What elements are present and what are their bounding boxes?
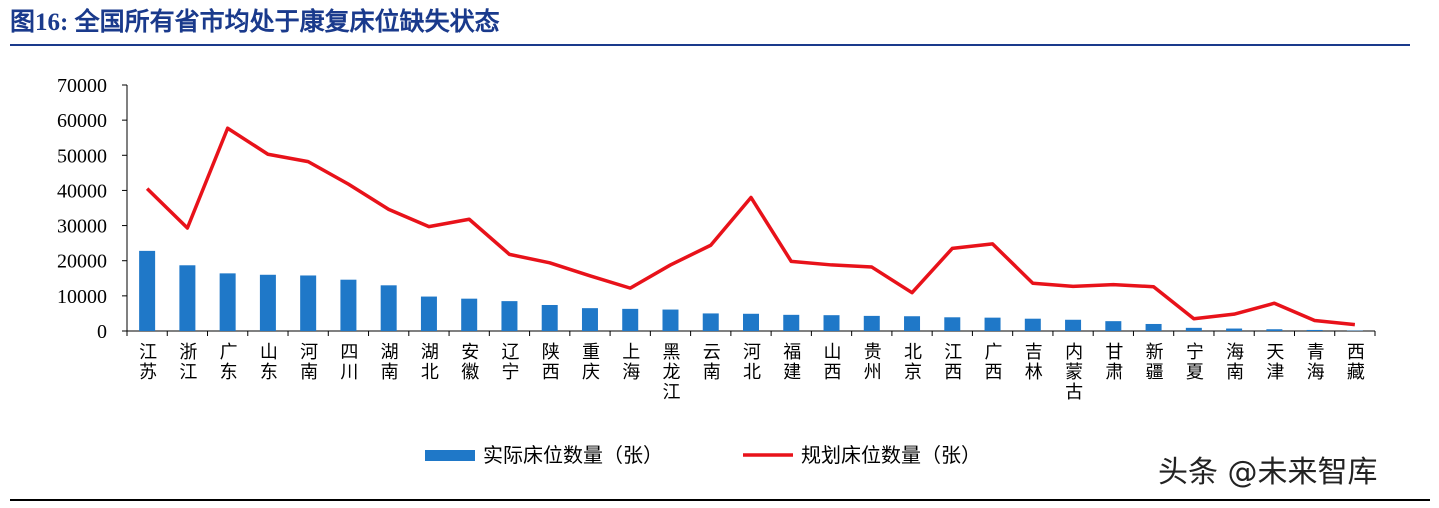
bar (380, 285, 397, 331)
x-tick-label: 湖南 (379, 342, 399, 382)
bar (501, 301, 518, 331)
legend-label: 实际床位数量（张） (483, 444, 663, 467)
x-tick-label: 天津 (1264, 342, 1284, 382)
y-tick-label: 50000 (57, 145, 107, 167)
bar (219, 273, 236, 331)
x-tick-label: 江西 (942, 342, 962, 382)
x-tick-label: 海南 (1224, 342, 1244, 382)
bar (300, 275, 317, 331)
y-tick-label: 60000 (57, 110, 107, 132)
bar (1226, 328, 1243, 331)
x-tick-label: 重庆 (580, 342, 600, 382)
bar (1065, 319, 1082, 331)
bar (622, 308, 639, 331)
x-tick-label: 新疆 (1144, 342, 1164, 382)
x-tick-label: 贵州 (862, 342, 882, 382)
x-tick-label: 福建 (781, 342, 801, 382)
bar (1266, 329, 1283, 331)
watermark: 头条 @未来智库 (1158, 455, 1378, 490)
bar (581, 308, 598, 331)
x-tick-label: 山东 (258, 342, 278, 382)
x-tick-label: 广东 (218, 342, 238, 382)
bar (904, 316, 921, 331)
bar (702, 313, 719, 331)
x-tick-label: 安徽 (459, 342, 479, 382)
x-tick-label: 云南 (701, 342, 721, 382)
y-tick-label: 30000 (57, 216, 107, 238)
y-tick-label: 10000 (57, 286, 107, 308)
bar (1105, 321, 1122, 331)
x-tick-label: 黑龙江 (660, 342, 680, 402)
x-tick-label: 四川 (338, 342, 358, 382)
bar (1185, 327, 1202, 331)
x-tick-label: 西藏 (1345, 342, 1365, 382)
y-tick-label: 20000 (57, 251, 107, 273)
bar (743, 313, 759, 331)
bar (420, 296, 437, 331)
x-tick-label: 青海 (1305, 342, 1325, 382)
x-tick-label: 内蒙古 (1063, 342, 1083, 402)
y-tick-label: 70000 (57, 75, 107, 97)
bar (179, 265, 196, 331)
line (145, 126, 1356, 327)
bar (1024, 318, 1041, 331)
bar (662, 309, 679, 331)
bar (541, 304, 558, 331)
x-tick-label: 山西 (822, 342, 842, 382)
x-tick-label: 辽宁 (499, 342, 519, 382)
x-tick-label: 宁夏 (1184, 342, 1204, 382)
bar (1145, 323, 1162, 331)
y-tick-label: 0 (97, 321, 107, 343)
x-tick-label: 陕西 (540, 342, 560, 382)
x-tick-label: 河南 (298, 342, 318, 382)
bar (259, 274, 276, 331)
x-tick-label: 甘肃 (1103, 342, 1123, 382)
bar (863, 315, 880, 331)
y-tick-label: 40000 (57, 180, 107, 202)
legend-swatch (425, 450, 475, 461)
x-tick-label: 浙江 (177, 342, 197, 382)
bar (340, 279, 357, 331)
x-tick-label: 湖北 (419, 342, 439, 382)
bar (139, 250, 156, 331)
x-tick-label: 江苏 (137, 342, 157, 382)
chart-title: 图16: 全国所有省市均处于康复床位缺失状态 (10, 7, 500, 36)
legend-label: 规划床位数量（张） (801, 444, 981, 467)
x-tick-label: 上海 (620, 342, 640, 382)
x-tick-label: 北京 (902, 342, 922, 382)
x-tick-label: 河北 (741, 342, 761, 382)
bar (984, 317, 1001, 331)
x-tick-label: 广西 (983, 342, 1003, 382)
bar (944, 317, 961, 331)
bar (461, 298, 478, 331)
bar (1306, 329, 1323, 331)
x-tick-label: 吉林 (1023, 342, 1043, 382)
bar (823, 315, 840, 331)
bar (783, 314, 800, 331)
